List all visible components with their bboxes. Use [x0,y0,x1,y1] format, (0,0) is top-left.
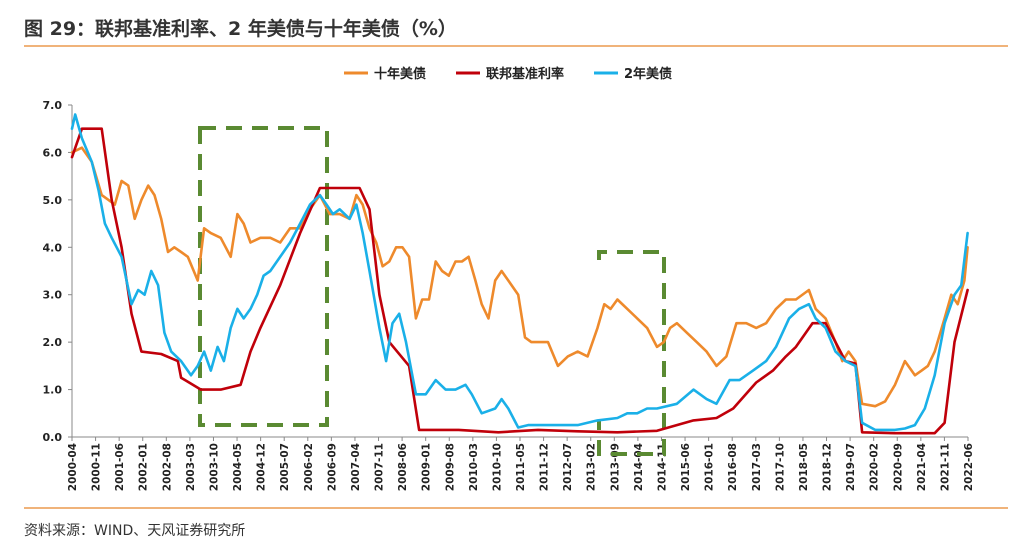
x-tick-label: 2016-08 [727,443,739,491]
x-tick-label: 2013-09 [609,443,621,491]
x-tick-label: 2000-04 [67,443,79,491]
x-tick-label: 2011-05 [515,443,527,491]
x-tick-label: 2010-03 [468,443,480,491]
x-tick-label: 2013-02 [586,443,598,491]
legend-label: 十年美债 [374,66,426,82]
x-tick-label: 2015-06 [680,443,692,491]
x-tick-label: 2002-08 [161,443,173,491]
x-tick-label: 2012-07 [562,443,574,491]
x-tick-label: 2009-01 [421,443,433,491]
y-tick-label: 0.0 [43,431,63,444]
source-note: 资料来源：WIND、天风证券研究所 [24,523,246,539]
x-tick-label: 2014-04 [633,443,645,491]
x-tick-label: 2020-09 [892,443,904,491]
x-tick-label: 2011-12 [539,443,551,491]
y-tick-label: 1.0 [43,384,63,397]
x-tick-label: 2004-12 [256,443,268,491]
series-line [70,146,969,408]
x-tick-label: 2007-04 [350,443,362,491]
x-tick-label: 2009-08 [444,443,456,491]
x-tick-label: 2021-11 [939,443,951,491]
y-tick-label: 7.0 [43,99,63,112]
x-tick-label: 2006-09 [326,443,338,491]
series-line [70,127,969,435]
x-tick-label: 2004-05 [232,443,244,491]
x-tick-label: 2008-06 [397,443,409,491]
x-tick-label: 2003-10 [208,443,220,491]
y-tick-label: 4.0 [43,241,63,254]
legend-label: 联邦基准利率 [486,66,564,82]
x-tick-label: 2018-12 [822,443,834,491]
y-tick-label: 2.0 [43,336,63,349]
x-tick-label: 2001-06 [114,443,126,491]
y-tick-label: 6.0 [43,146,63,159]
x-tick-label: 2022-06 [963,443,975,491]
x-tick-label: 2021-04 [916,443,928,491]
series-line [70,113,969,432]
x-tick-label: 2006-02 [303,443,315,491]
x-tick-label: 2003-03 [185,443,197,491]
x-tick-label: 2002-01 [138,443,150,491]
x-tick-label: 2007-11 [374,443,386,491]
source-divider [24,507,1008,509]
x-tick-label: 2017-10 [774,443,786,491]
x-tick-label: 2018-05 [798,443,810,491]
x-tick-label: 2019-07 [845,443,857,491]
highlight-box-2013 [597,250,666,456]
x-tick-label: 2005-07 [279,443,291,491]
page-title: 图 29：联邦基准利率、2 年美债与十年美债（%） [24,18,457,40]
x-tick-label: 2020-02 [869,443,881,491]
x-tick-label: 2000-11 [91,443,103,491]
x-tick-label: 2010-10 [491,443,503,491]
y-tick-label: 3.0 [43,289,63,302]
legend-label: 2年美债 [624,66,672,82]
line-chart: 0.0 1.0 2.0 3.0 4.0 5.0 6.0 7.0 2000-04 2000-11 20… [43,66,976,491]
x-tick-label: 2017-03 [751,443,763,491]
title-divider [24,45,1008,47]
x-tick-label: 2016-01 [704,443,716,491]
highlight-box-2003 [198,126,329,427]
y-tick-label: 5.0 [43,194,63,207]
